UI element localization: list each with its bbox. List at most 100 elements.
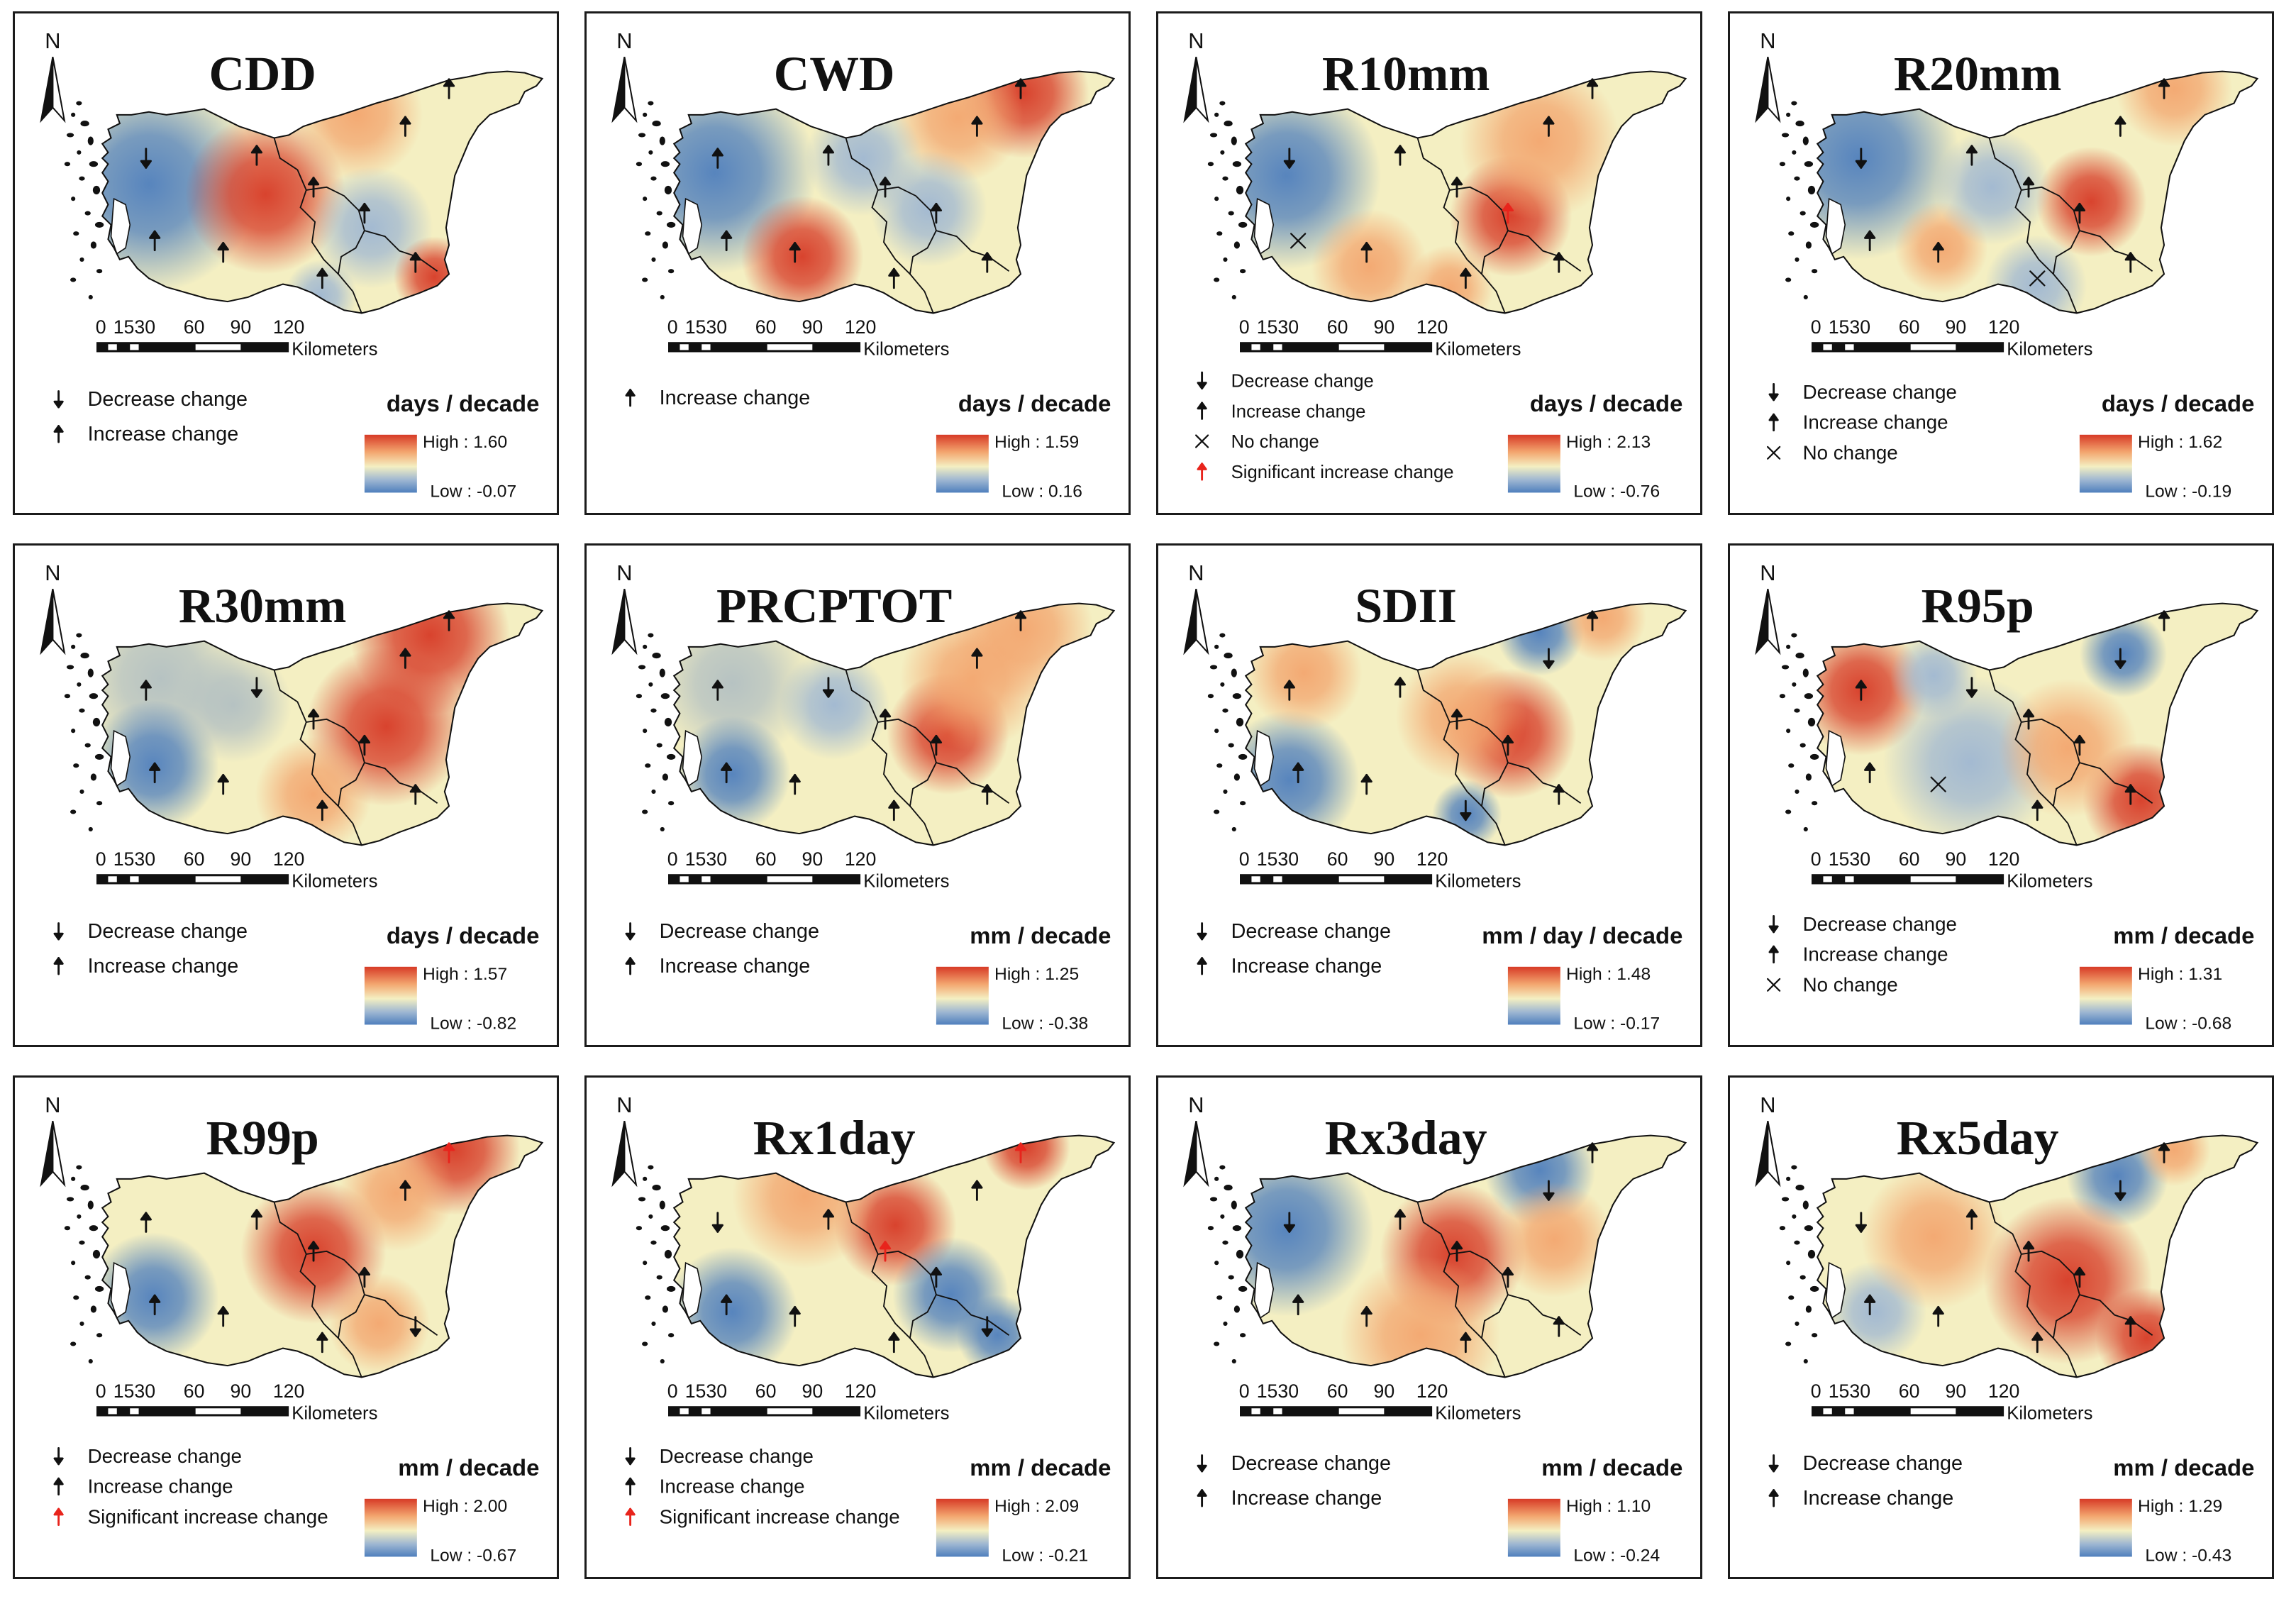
increase-arrow-icon (1502, 734, 1514, 756)
increase-arrow-icon (1586, 1142, 1599, 1163)
legend-label: Decrease change (88, 1445, 242, 1467)
islands (1207, 101, 1248, 300)
no-change-cross-icon (1930, 776, 1946, 792)
unit-label: mm / decade (2113, 922, 2254, 948)
district-boundary (2021, 718, 2080, 807)
increase-arrow-icon (822, 1209, 835, 1230)
color-ramp (1507, 966, 1560, 1025)
unit-label: days / decade (387, 390, 540, 416)
increase-arrow-icon (1502, 1266, 1514, 1288)
color-ramp (2079, 966, 2132, 1025)
increase-arrow-icon (2031, 1332, 2043, 1354)
scale-tick-label: 90 (1945, 1380, 1966, 1402)
legend-label: Significant increase change (1231, 463, 1454, 482)
increase-arrow-icon (1965, 145, 1978, 166)
increase-arrow-icon (971, 1180, 983, 1201)
scale-tick-label: 0 (667, 316, 678, 338)
islands (1779, 633, 1819, 832)
increase-arrow-icon (149, 230, 161, 252)
increase-arrow-icon (981, 784, 993, 805)
unit-label: mm / decade (1541, 1454, 1682, 1481)
map-panel-cwd: N CWD 0 1530 60 90 120 Kilometers Increase chang… (584, 11, 1131, 515)
legend: Decrease change Increase change (1768, 1452, 1963, 1510)
ramp-high-label: High : 2.09 (994, 1497, 1079, 1516)
increase-arrow-icon (53, 957, 64, 975)
color-ramp (936, 966, 989, 1025)
scale-unit-label: Kilometers (292, 340, 377, 360)
district-boundary (1507, 230, 1582, 272)
ramp-high-label: High : 1.60 (423, 433, 507, 452)
decrease-arrow-icon (409, 1316, 421, 1337)
legend-label: Significant increase change (660, 1506, 900, 1528)
islands (64, 633, 104, 832)
legend-label: Decrease change (1231, 372, 1374, 392)
scale-tick-label: 120 (1416, 848, 1448, 870)
increase-arrow-icon (1451, 709, 1463, 730)
increase-arrow-icon (358, 1266, 371, 1288)
increase-arrow-icon (930, 1266, 943, 1288)
increase-arrow-icon (1586, 78, 1599, 99)
map-panel-prcptot: N PRCPTOT 0 1530 60 90 120 Kilometers Decrease c… (584, 543, 1131, 1047)
district-boundary (936, 230, 1010, 272)
ramp-low-label: Low : -0.67 (430, 1546, 516, 1566)
unit-label: days / decade (958, 390, 1111, 416)
increase-arrow-icon (140, 1212, 152, 1233)
legend: Decrease change Increase change Significan… (625, 1445, 900, 1528)
district-boundary (1507, 762, 1582, 804)
color-ramp (936, 434, 989, 493)
increase-arrow-icon (1014, 78, 1027, 99)
decrease-arrow-icon (53, 922, 64, 941)
legend-label: Decrease change (1803, 381, 1957, 403)
increase-arrow-icon (930, 202, 943, 224)
color-ramp (2079, 1498, 2132, 1557)
increase-arrow-icon (409, 252, 421, 273)
increase-arrow-icon (2158, 610, 2170, 631)
map-panel-rx3day: N Rx3day 0 1530 60 90 120 Kilometers Decrease ch… (1156, 1075, 1702, 1579)
increase-arrow-icon (1864, 762, 1876, 784)
increase-arrow-icon (822, 145, 835, 166)
lake (1825, 1261, 1846, 1319)
decrease-arrow-icon (625, 922, 636, 941)
legend: Increase change (625, 387, 810, 409)
legend-label: Decrease change (1231, 1452, 1391, 1475)
no-change-cross-icon (1290, 233, 1307, 249)
map-panel-rx5day: N Rx5day 0 1530 60 90 120 Kilometers Decrease ch… (1728, 1075, 2274, 1579)
decrease-arrow-icon (1197, 922, 1207, 941)
increase-arrow-icon (888, 1332, 900, 1354)
lake (1253, 197, 1275, 255)
map-panel-cdd: N CDD 0 1530 60 90 120 Kilometers Decrease chang… (13, 11, 559, 515)
lake (682, 197, 703, 255)
legend-label: No change (1803, 442, 1898, 464)
decrease-arrow-icon (1768, 382, 1779, 402)
increase-arrow-icon (2073, 734, 2086, 756)
lake (110, 1261, 131, 1319)
scale-tick-label: 0 (1239, 848, 1250, 870)
province-outline (672, 602, 1116, 846)
unit-label: mm / day / decade (1482, 922, 1682, 948)
panel-title: CWD (774, 47, 895, 101)
scale-tick-label: 0 (1811, 848, 1821, 870)
increase-arrow-icon (971, 116, 983, 137)
scale-tick-label: 1530 (1257, 848, 1299, 870)
increase-arrow-icon (1292, 762, 1304, 784)
significant-increase-arrow-icon (1197, 463, 1207, 481)
increase-arrow-icon (2022, 709, 2035, 730)
increase-arrow-icon (2073, 1266, 2086, 1288)
legend-label: Decrease change (1231, 920, 1391, 943)
scale-tick-label: 0 (1811, 1380, 1821, 1402)
increase-arrow-icon (971, 648, 983, 669)
scale-unit-label: Kilometers (2007, 340, 2092, 360)
increase-arrow-icon (2022, 1241, 2035, 1262)
increase-arrow-icon (1543, 116, 1555, 137)
increase-arrow-icon (2124, 784, 2136, 805)
north-arrow-icon (40, 57, 66, 123)
district-boundary (2021, 186, 2080, 275)
